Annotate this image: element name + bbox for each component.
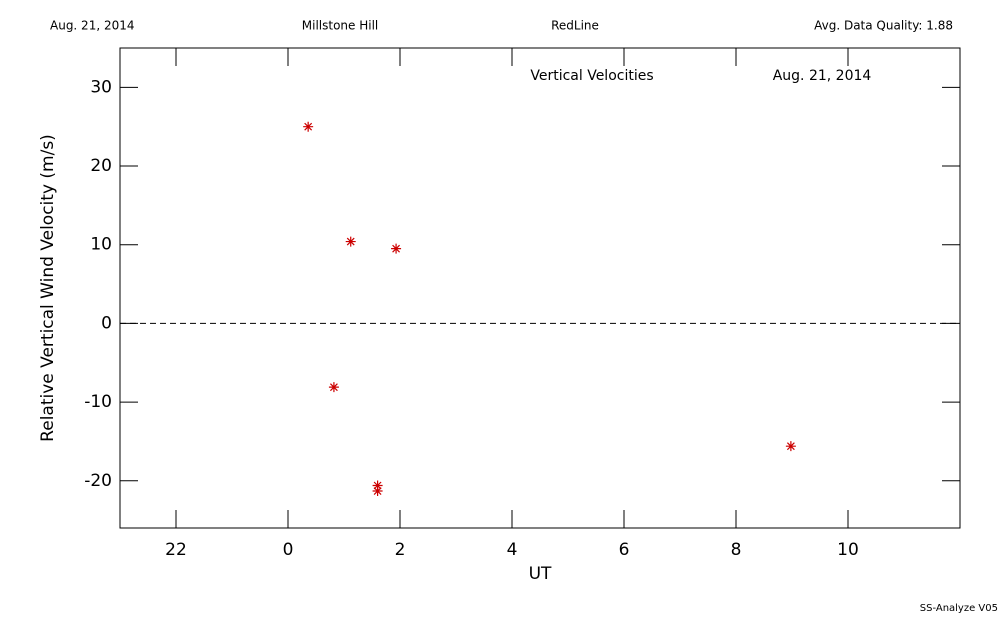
marker: [345, 236, 356, 247]
annotation: Aug. 21, 2014: [773, 68, 872, 84]
x-tick-label: 22: [165, 540, 187, 560]
y-tick-label: -20: [84, 471, 112, 491]
header-quality: Avg. Data Quality: 1.88: [814, 19, 953, 33]
header-site: Millstone Hill: [302, 19, 378, 33]
header-instrument: RedLine: [551, 19, 599, 33]
y-tick-label: 20: [90, 156, 112, 176]
header-date: Aug. 21, 2014: [50, 19, 135, 33]
y-tick-label: 0: [101, 313, 112, 333]
marker: [785, 441, 796, 452]
marker: [391, 243, 402, 254]
plot-frame: [119, 47, 961, 529]
annotation: Vertical Velocities: [530, 68, 653, 84]
x-tick-label: 4: [507, 540, 518, 560]
marker: [372, 486, 383, 497]
x-tick-label: 2: [395, 540, 406, 560]
x-tick-label: 8: [731, 540, 742, 560]
y-tick-label: -10: [84, 392, 112, 412]
x-tick-label: 10: [837, 540, 859, 560]
y-tick-label: 30: [90, 77, 112, 97]
x-tick-label: 6: [619, 540, 630, 560]
marker: [372, 480, 383, 491]
y-axis-label: Relative Vertical Wind Velocity (m/s): [38, 134, 58, 442]
x-axis-label: UT: [529, 564, 552, 584]
marker: [328, 382, 339, 393]
marker: [303, 121, 314, 132]
x-tick-label: 0: [283, 540, 294, 560]
y-tick-label: 10: [90, 235, 112, 255]
footer: SS-Analyze V05: [920, 603, 998, 614]
